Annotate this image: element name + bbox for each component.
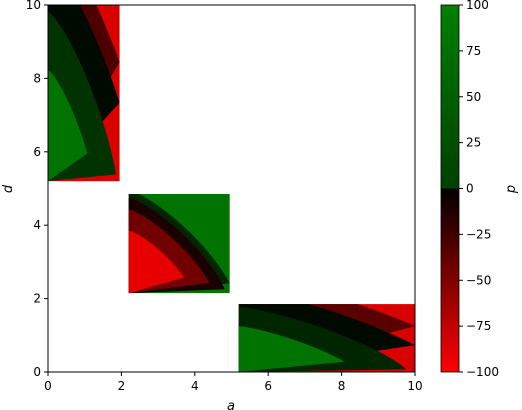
colorbar-tick-label: 50 bbox=[466, 90, 481, 104]
level-region bbox=[128, 230, 185, 294]
colorbar-tick-label: 100 bbox=[466, 0, 489, 12]
x-axis: 0 2 4 6 8 10 bbox=[44, 372, 423, 393]
x-axis-label: a bbox=[227, 399, 235, 410]
colorbar-tick-label: −25 bbox=[466, 227, 491, 241]
colorbar-tick-label: −100 bbox=[466, 365, 499, 379]
y-tick-label: 0 bbox=[33, 365, 41, 379]
plot-frame bbox=[47, 4, 416, 373]
x-tick-label: 10 bbox=[407, 379, 422, 393]
level-region bbox=[238, 326, 345, 372]
y-axis-label: d bbox=[1, 184, 16, 193]
x-tick-label: 8 bbox=[338, 379, 346, 393]
y-axis: 0 2 4 6 8 10 bbox=[26, 0, 48, 379]
colorbar: 100 75 50 25 0 −25 −50 −75 −100 p bbox=[440, 0, 519, 379]
y-tick-label: 10 bbox=[26, 0, 41, 12]
colorbar-tick-label: −75 bbox=[466, 319, 491, 333]
heatmap-block bbox=[48, 5, 120, 182]
y-tick-label: 2 bbox=[33, 292, 41, 306]
colorbar-gradient bbox=[440, 4, 460, 373]
x-tick-label: 2 bbox=[118, 379, 126, 393]
colorbar-tick-label: 25 bbox=[466, 136, 481, 150]
y-tick-label: 8 bbox=[33, 71, 41, 85]
heatmap-block bbox=[238, 304, 415, 372]
x-tick-label: 0 bbox=[44, 379, 52, 393]
x-tick-label: 4 bbox=[191, 379, 199, 393]
heatmap-block bbox=[128, 194, 230, 294]
colorbar-ticks: 100 75 50 25 0 −25 −50 −75 −100 bbox=[459, 0, 499, 379]
y-tick-label: 6 bbox=[33, 145, 41, 159]
y-tick-label: 4 bbox=[33, 218, 41, 232]
level-region bbox=[48, 69, 88, 182]
colorbar-tick-label: 0 bbox=[466, 182, 474, 196]
heatmap-blocks bbox=[48, 5, 415, 372]
colorbar-tick-label: 75 bbox=[466, 44, 481, 58]
x-tick-label: 6 bbox=[264, 379, 272, 393]
plot-area bbox=[47, 4, 416, 373]
colorbar-label: p bbox=[504, 185, 519, 194]
colorbar-tick-label: −50 bbox=[466, 273, 491, 287]
